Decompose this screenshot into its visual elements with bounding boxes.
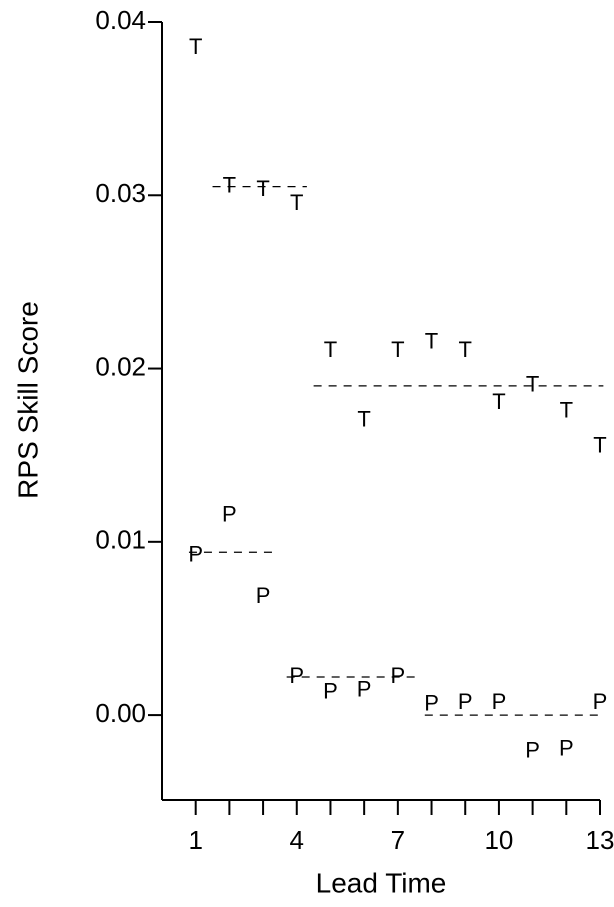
point-marker: T bbox=[391, 337, 404, 362]
point-marker: P bbox=[357, 677, 372, 702]
point-marker: T bbox=[223, 172, 236, 197]
point-marker: P bbox=[458, 689, 473, 714]
point-marker: T bbox=[357, 406, 370, 431]
point-marker: T bbox=[290, 190, 303, 215]
point-marker: T bbox=[593, 432, 606, 457]
point-marker: P bbox=[424, 691, 439, 716]
point-marker: P bbox=[525, 737, 540, 762]
point-marker: T bbox=[526, 372, 539, 397]
y-tick-label: 0.02 bbox=[95, 351, 146, 381]
point-marker: P bbox=[593, 689, 608, 714]
point-marker: P bbox=[289, 663, 304, 688]
y-tick-label: 0.01 bbox=[95, 525, 146, 555]
point-marker: P bbox=[559, 736, 574, 761]
point-marker: T bbox=[189, 34, 202, 59]
y-tick-label: 0.00 bbox=[95, 698, 146, 728]
point-marker: T bbox=[492, 389, 505, 414]
point-marker: T bbox=[459, 337, 472, 362]
point-marker: P bbox=[256, 583, 271, 608]
point-marker: P bbox=[188, 541, 203, 566]
x-axis-label: Lead Time bbox=[316, 867, 447, 898]
y-axis-label: RPS Skill Score bbox=[12, 301, 43, 499]
point-marker: P bbox=[391, 663, 406, 688]
x-tick-label: 4 bbox=[290, 825, 304, 855]
x-tick-label: 13 bbox=[586, 825, 614, 855]
point-marker: T bbox=[256, 176, 269, 201]
point-marker: P bbox=[492, 689, 507, 714]
x-tick-label: 7 bbox=[391, 825, 405, 855]
point-marker: T bbox=[560, 398, 573, 423]
point-marker: P bbox=[222, 502, 237, 527]
point-marker: T bbox=[425, 328, 438, 353]
point-marker: P bbox=[323, 678, 338, 703]
x-tick-label: 10 bbox=[484, 825, 513, 855]
y-tick-label: 0.03 bbox=[95, 178, 146, 208]
point-marker: T bbox=[324, 337, 337, 362]
y-tick-label: 0.04 bbox=[95, 5, 146, 35]
x-tick-label: 1 bbox=[188, 825, 202, 855]
